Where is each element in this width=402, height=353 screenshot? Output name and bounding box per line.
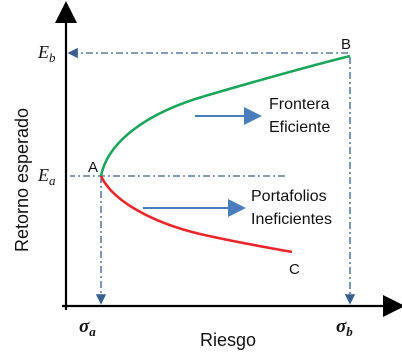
- point-b-label: B: [341, 36, 351, 53]
- inefficient-portfolios-curve: [99, 175, 293, 254]
- point-c-label: C: [289, 261, 300, 278]
- ea-label: Ea: [37, 165, 56, 188]
- sigma-b-label: σb: [336, 316, 353, 339]
- y-axis-label: Retorno esperado: [12, 108, 32, 252]
- sigma-a-label: σa: [79, 316, 96, 339]
- efficient-frontier-curve: [99, 54, 351, 177]
- x-axis-label: Riesgo: [200, 330, 256, 350]
- inefficient-text-line1: Portafolios: [251, 188, 327, 205]
- eb-label: Eb: [37, 42, 56, 65]
- frontier-text-line1: Frontera: [269, 96, 330, 113]
- inefficient-text-line2: Ineficientes: [251, 211, 332, 228]
- point-a-label: A: [88, 159, 98, 176]
- frontier-text-line2: Eficiente: [269, 119, 330, 136]
